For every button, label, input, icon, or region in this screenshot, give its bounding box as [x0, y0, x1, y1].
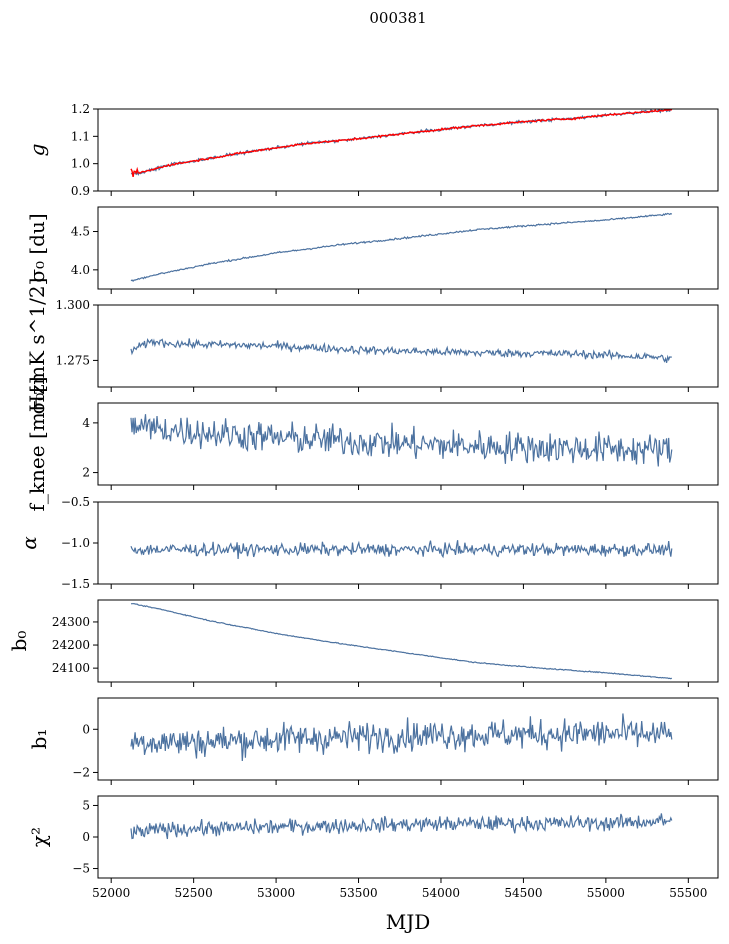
panel-frame [97, 795, 719, 879]
y-tick-label: 1.2 [71, 102, 90, 116]
panel-1: 0.9 1.0 1.1 1.2 g [25, 102, 719, 198]
y-tick-label: 0 [82, 722, 90, 736]
panel-6: 24100 24200 24300 b₀ [7, 599, 719, 687]
series-line-1 [130, 540, 673, 560]
y-tick-label: 1.275 [56, 353, 90, 367]
y-tick-label: 2 [82, 466, 90, 480]
y-axis-label: b₁ [27, 729, 51, 750]
y-tick-label: 1.0 [71, 157, 90, 171]
y-tick-label: 0 [82, 830, 90, 844]
series-line-1 [130, 602, 673, 680]
y-axis-label: b₀ [7, 631, 31, 652]
y-tick-label: 1.1 [71, 129, 90, 143]
y-tick-label: 4.0 [71, 263, 90, 277]
panel-frame [97, 402, 719, 486]
y-tick-label: 24100 [52, 661, 90, 675]
y-axis-label: f_knee [mHz] [25, 377, 49, 512]
y-tick-label: −1.5 [61, 577, 90, 591]
y-axis-label: σ₀ [du] [25, 213, 49, 282]
panel-2: 4.0 4.5 σ₀ [du] [25, 206, 719, 294]
panel-frame [97, 599, 719, 683]
y-tick-label: 24200 [52, 638, 90, 652]
y-tick-label: 4.5 [71, 225, 90, 239]
series-line-2 [130, 109, 673, 178]
panel-frame [97, 304, 719, 388]
y-tick-label: 0.9 [71, 184, 90, 198]
x-tick-label: 54500 [504, 886, 542, 900]
panel-3: 1.275 1.300 σ₀[mK s^1/2] [25, 278, 719, 415]
x-tick-label: 55000 [587, 886, 625, 900]
y-axis-label: g [25, 144, 49, 157]
series-line-1 [130, 338, 672, 363]
y-tick-label: 24300 [52, 615, 90, 629]
panel-frame [97, 501, 719, 585]
series-line-1 [130, 109, 673, 176]
series-line-1 [130, 713, 673, 762]
y-tick-label: −0.5 [61, 495, 90, 509]
x-axis-label: MJD [386, 910, 431, 934]
y-tick-label: −1.0 [61, 536, 90, 550]
x-tick-label: 53500 [339, 886, 377, 900]
panel-frame [97, 108, 719, 192]
y-axis-label: σ₀[mK s^1/2] [25, 278, 49, 415]
series-line-1 [130, 212, 673, 282]
y-axis-label: α [17, 536, 41, 550]
y-tick-label: 5 [82, 798, 90, 812]
y-tick-label: 1.300 [56, 298, 90, 312]
series-line-1 [130, 414, 673, 467]
panel-7: −2 0 b₁ [27, 697, 719, 785]
panel-frame [97, 697, 719, 781]
y-axis-label: χ² [27, 827, 51, 847]
y-tick-label: −5 [72, 862, 90, 876]
y-tick-label: −2 [72, 765, 90, 779]
x-tick-label: 55500 [669, 886, 707, 900]
panel-5: −1.5 −1.0 −0.5 α [17, 495, 719, 591]
x-tick-label: 52500 [175, 886, 213, 900]
figure-title: 000381 [369, 9, 426, 27]
y-tick-label: 4 [82, 416, 90, 430]
x-tick-label: 54000 [422, 886, 460, 900]
x-tick-label: 53000 [257, 886, 295, 900]
panel-4: 2 4 f_knee [mHz] [25, 377, 719, 512]
series-line-1 [130, 813, 673, 840]
panels: 0.9 1.0 1.1 1.2 g 4.0 4.5 σ₀ [du] 1.275 1.300 σ₀[m… [7, 102, 719, 900]
panel-8: −5 0 5 52000 52500 53000 53500 54000 54500 55000 5… [27, 795, 719, 900]
x-tick-label: 52000 [92, 886, 130, 900]
panel-frame [97, 206, 719, 290]
